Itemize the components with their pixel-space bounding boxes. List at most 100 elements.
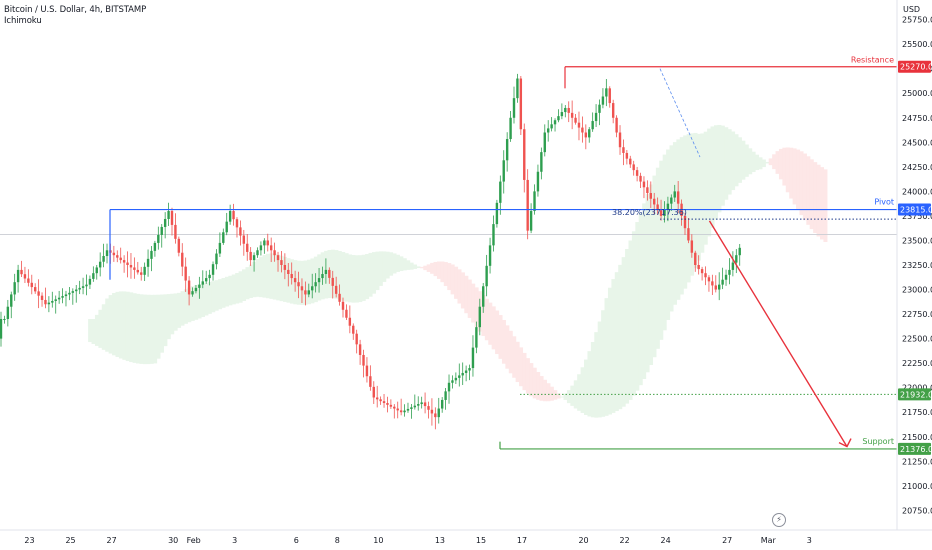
candle-body [663,209,666,216]
price-tick: 21000.00 [902,482,932,491]
candle-body [611,103,615,118]
cloud-span [413,264,418,269]
candle-body [297,282,300,287]
cloud-span [631,231,636,396]
cloud-span [796,149,801,210]
candle-body [81,286,85,288]
cloud-span [765,161,770,164]
cloud-span [385,251,390,279]
candle-body [396,408,399,411]
cloud-span [221,277,226,308]
cloud-span [443,262,448,287]
candle-body [635,170,639,176]
cloud-span [132,293,137,363]
candle-body [358,344,362,355]
candle-body [88,278,92,285]
candle-body [10,294,13,307]
candle-body [519,78,523,130]
time-tick: 6 [294,536,299,545]
candle-body [34,287,37,292]
indicator-label[interactable]: Ichimoku [4,16,42,26]
cloud-span [88,318,93,343]
time-tick: 20 [578,536,588,545]
cloud-span [768,158,773,166]
candle-body [581,127,584,133]
candle-body [420,402,423,405]
candle-body [629,158,632,165]
price-tick: 23250.00 [902,261,932,270]
candle-body [369,376,372,387]
flash-icon[interactable]: ⚡ [772,513,786,527]
cloud-span [399,256,404,272]
candle-body [355,333,358,345]
cloud-span [149,294,154,364]
candle-body [37,291,40,296]
time-tick: 27 [107,536,117,545]
cloud-span [700,133,705,253]
candle-body [68,292,71,295]
cloud-span [775,151,780,174]
cloud-span [546,383,551,402]
candle-body [259,245,263,251]
candle-body [728,269,731,275]
cloud-span [553,390,558,400]
price-tick: 24000.00 [902,187,932,196]
cloud-span [727,129,732,195]
candle-body [194,287,198,292]
candle-body [376,397,379,400]
cloud-span [713,125,718,220]
cloud-span [136,293,141,364]
cloud-span [334,250,339,299]
resistance-tag [898,60,931,73]
cloud-span [649,184,654,366]
candle-body [642,181,646,188]
candle-body [198,284,201,288]
time-axis: 23 25 27 30 Feb 3 6 8 10 13 15 17 20 22 24 27 Mar 3 [0,529,932,545]
candle-body [13,282,16,295]
cloud-span [180,291,185,326]
cloud-span [194,284,199,320]
cloud-span [406,260,411,270]
cloud-span [156,294,161,359]
candle-body [225,221,228,233]
cloud-span [105,298,110,352]
candle-body [649,193,652,199]
cloud-span [772,154,777,170]
candle-body [495,202,499,225]
candle-body [252,255,256,261]
candle-body [505,139,509,161]
candle-body [526,179,529,231]
cloud-span [604,298,609,416]
cloud-span [731,131,736,191]
time-tick: 25 [65,536,75,545]
candle-body [307,290,310,295]
candle-body [437,408,440,418]
cloud-span [628,240,633,400]
cloud-span [361,254,366,301]
cloud-span [207,282,212,314]
candle-body [98,261,102,268]
candle-body [478,306,481,328]
candle-body [116,255,119,258]
cloud-span [707,128,712,237]
candle-body [622,147,625,153]
candle-body [707,277,711,282]
cloud-span [642,203,647,379]
cloud-span [365,254,370,300]
candle-body [85,284,88,287]
time-tick: Mar [761,536,777,545]
candle-body [683,215,687,229]
candle-body [40,295,44,300]
candle-body [71,291,75,293]
support-tag-text: 21376.00 [900,445,932,454]
cloud-span [690,133,695,276]
time-tick: 30 [168,536,178,545]
cloud-span [214,280,219,311]
cloud-span [614,272,619,412]
price-tick: 25750.00 [902,16,932,25]
cloud-span [625,249,630,404]
time-tick: 15 [476,536,486,545]
candle-body [417,404,420,406]
cloud-span [419,266,424,269]
